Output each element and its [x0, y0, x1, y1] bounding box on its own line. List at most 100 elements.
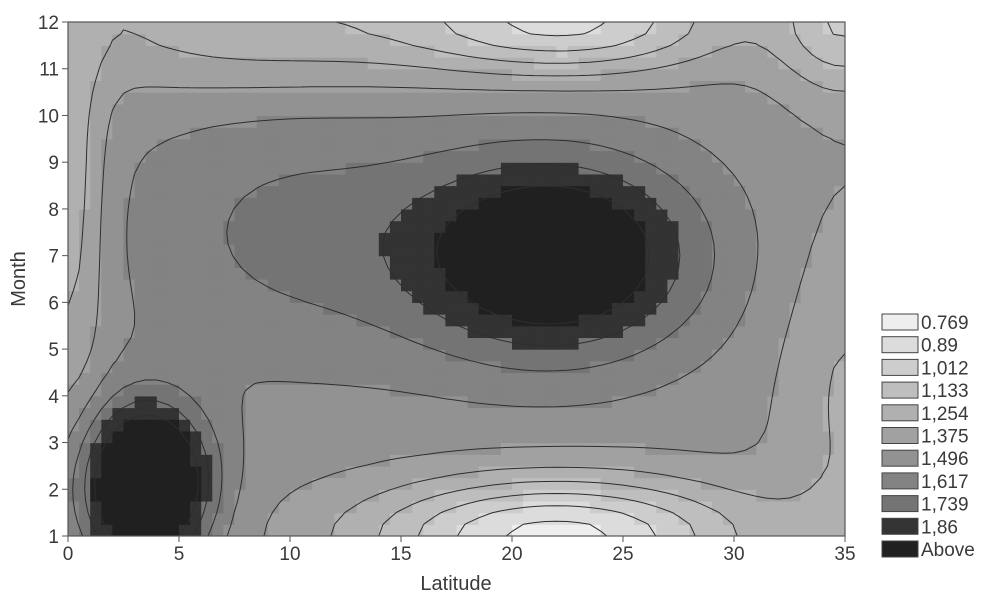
contour-cell [389, 68, 402, 82]
contour-cell [167, 197, 180, 210]
contour-cell [101, 138, 113, 152]
contour-cell [534, 524, 546, 536]
contour-line [417, 22, 845, 536]
contour-cell [833, 454, 845, 467]
contour-cell [134, 360, 147, 374]
contour-cell [267, 103, 280, 117]
contour-cell [445, 173, 458, 187]
contour-cell [290, 68, 302, 82]
contour-cell [578, 232, 591, 245]
contour-cell [389, 337, 402, 350]
contour-cell [700, 395, 713, 409]
contour-cell [722, 395, 735, 409]
contour-cell [778, 290, 791, 303]
contour-cell [190, 372, 202, 385]
contour-cell [800, 325, 813, 339]
contour-cell [378, 500, 391, 514]
contour-cell [589, 45, 602, 58]
contour-cell [190, 162, 202, 175]
contour-cell [412, 208, 424, 222]
contour-cell [689, 454, 702, 467]
contour-cell [356, 232, 369, 245]
contour-cell [722, 243, 735, 257]
contour-cell [223, 232, 236, 245]
contour-cell [278, 325, 291, 339]
contour-cell [278, 173, 291, 187]
contour-cell [656, 57, 668, 70]
contour-cell [434, 454, 446, 467]
contour-cell [589, 127, 602, 140]
contour-cell [434, 57, 446, 70]
contour-cell [123, 465, 136, 479]
contour-cell [600, 267, 613, 280]
contour-cell [567, 442, 580, 455]
contour-cell [534, 372, 546, 385]
contour-cell [689, 442, 702, 455]
contour-cell [234, 430, 247, 444]
contour-cell [711, 103, 724, 117]
contour-cell [267, 419, 280, 432]
contour-cell [90, 45, 102, 58]
contour-cell [556, 489, 569, 502]
contour-cell [800, 419, 813, 432]
contour-cell [811, 208, 824, 222]
contour-cell [378, 173, 391, 187]
contour-cell [101, 500, 113, 514]
contour-cell [323, 33, 335, 46]
contour-cell [711, 500, 724, 514]
contour-cell [478, 68, 491, 82]
contour-cell [412, 372, 424, 385]
contour-cell [212, 314, 224, 327]
contour-cell [112, 185, 125, 198]
contour-cell [667, 512, 680, 525]
contour-cell [234, 454, 247, 467]
contour-cell [467, 138, 480, 152]
contour-cell [645, 208, 657, 222]
contour-cell [323, 45, 335, 58]
contour-cell [833, 150, 845, 163]
contour-cell [534, 80, 546, 93]
contour-cell [656, 512, 668, 525]
contour-cell [223, 419, 236, 432]
contour-cell [678, 512, 691, 525]
contour-cell [656, 185, 668, 198]
contour-cell [301, 349, 313, 362]
contour-cell [201, 477, 213, 490]
contour-cell [378, 267, 391, 280]
contour-cell [467, 442, 480, 455]
contour-cell [745, 384, 757, 397]
contour-cell [711, 267, 724, 280]
contour-cell [267, 290, 280, 303]
contour-cell [256, 372, 269, 385]
legend-swatch [881, 358, 919, 376]
contour-cell [267, 92, 280, 105]
contour-cell [456, 360, 469, 374]
contour-cell [767, 524, 779, 536]
contour-cell [700, 103, 713, 117]
contour-cell [401, 103, 413, 117]
contour-cell [534, 290, 546, 303]
contour-cell [256, 232, 269, 245]
contour-cell [722, 45, 735, 58]
contour-cell [267, 454, 280, 467]
contour-cell [312, 150, 324, 163]
contour-cell [567, 185, 580, 198]
contour-cell [212, 442, 224, 455]
contour-cell [267, 337, 280, 350]
contour-cell [245, 465, 258, 479]
contour-cell [778, 150, 791, 163]
contour-cell [545, 372, 557, 385]
contour-cell [201, 162, 213, 175]
contour-cell [645, 162, 657, 175]
contour-cell [734, 489, 746, 502]
contour-cell [345, 173, 358, 187]
contour-cell [434, 477, 446, 490]
contour-cell [401, 395, 413, 409]
contour-cell [401, 127, 413, 140]
contour-cell [68, 384, 80, 397]
contour-cell [767, 92, 779, 105]
contour-cell [445, 92, 458, 105]
contour-cell [789, 489, 802, 502]
contour-cell [212, 465, 224, 479]
contour-cell [756, 232, 768, 245]
